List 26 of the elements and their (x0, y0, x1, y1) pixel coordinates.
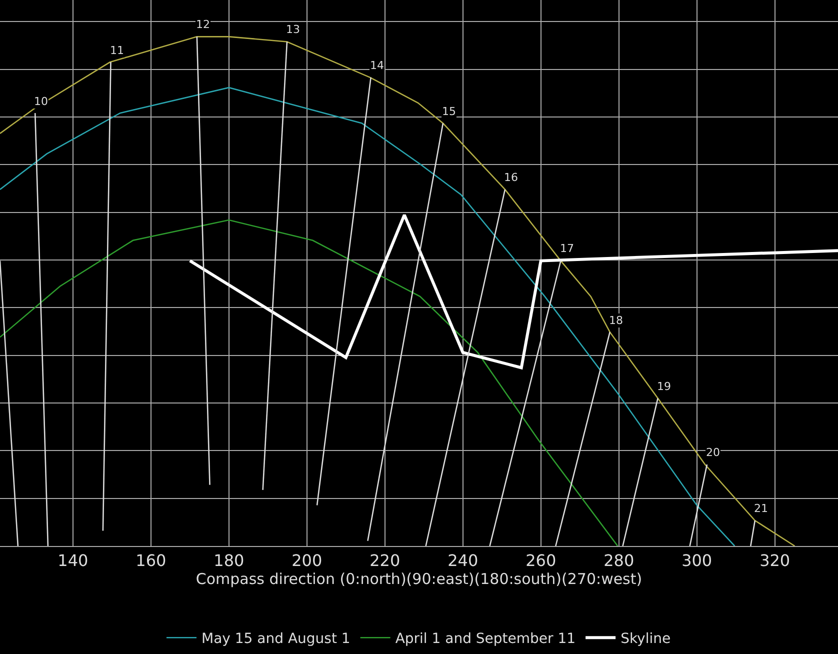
annotation: 17 (560, 242, 574, 255)
legend-label: April 1 and September 11 (395, 631, 576, 648)
x-tick-label: 300 (682, 551, 712, 570)
annotation: 10 (34, 95, 48, 108)
annotation: 11 (110, 44, 124, 57)
annotation: 18 (609, 314, 623, 327)
x-tick-label: 240 (448, 551, 478, 570)
x-tick-label: 280 (604, 551, 634, 570)
legend-label: May 15 and August 1 (202, 631, 350, 648)
x-tick-label: 180 (214, 551, 244, 570)
x-tick-label: 160 (136, 551, 166, 570)
annotation: 13 (286, 23, 300, 36)
annotation: 19 (657, 380, 671, 393)
x-axis-title: Compass direction (0:north)(90:east)(180:south)(270:west) (196, 570, 642, 588)
annotation: 15 (442, 105, 456, 118)
annotation: 16 (504, 171, 518, 184)
annotation: 20 (706, 446, 720, 459)
x-tick-label: 200 (292, 551, 322, 570)
x-tick-label: 140 (58, 551, 88, 570)
annotation: 21 (754, 502, 768, 515)
x-tick-label: 260 (526, 551, 556, 570)
annotation: 14 (370, 59, 384, 72)
annotation: 12 (196, 18, 210, 31)
x-tick-label: 320 (760, 551, 790, 570)
legend-label: Skyline (620, 631, 671, 648)
x-tick-label: 220 (370, 551, 400, 570)
